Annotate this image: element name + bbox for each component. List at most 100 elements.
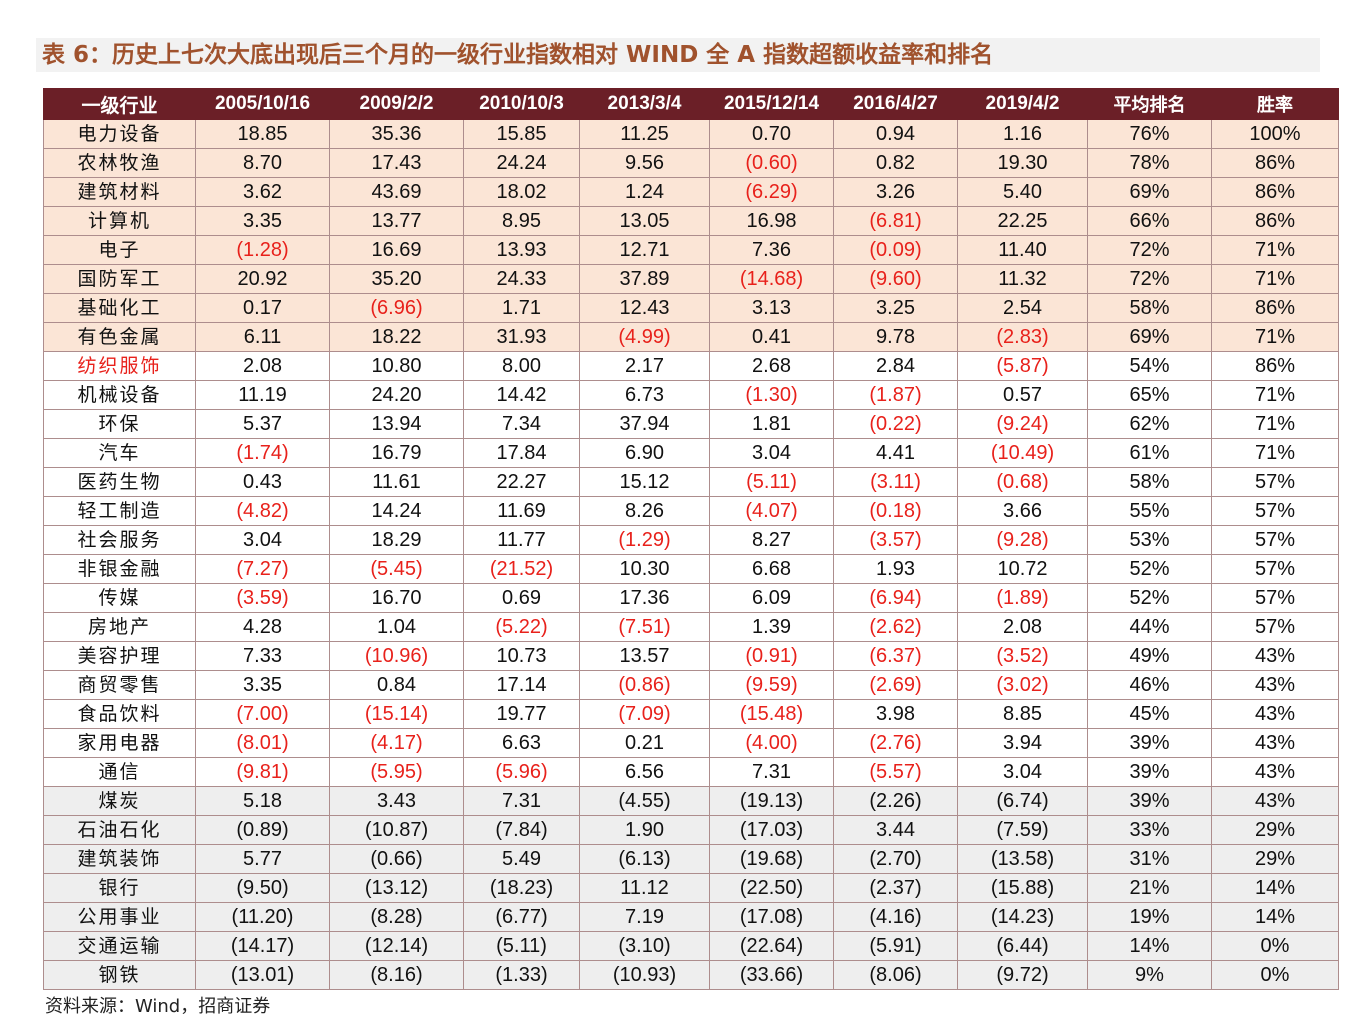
excess-return-cell: 31.93 [463,322,580,352]
excess-return-cell: (17.03) [709,815,834,845]
excess-return-cell: (7.09) [579,699,710,729]
avg-rank-cell: 46% [1087,670,1212,700]
excess-return-cell: (1.87) [833,380,958,410]
excess-return-cell: (22.50) [709,873,834,903]
excess-return-cell: 17.36 [579,583,710,613]
excess-return-cell: 24.33 [463,264,580,294]
excess-return-cell: 11.19 [195,380,330,410]
excess-return-cell: (4.17) [329,728,464,758]
excess-return-cell: 2.17 [579,351,710,381]
excess-return-cell: 18.02 [463,177,580,207]
excess-return-cell: (4.55) [579,786,710,816]
excess-return-cell: 0.70 [709,119,834,149]
excess-return-cell: 6.68 [709,554,834,584]
industry-name-cell: 钢铁 [43,960,196,990]
excess-return-cell: (2.37) [833,873,958,903]
excess-return-cell: 24.24 [463,148,580,178]
excess-return-cell: 35.20 [329,264,464,294]
avg-rank-cell: 72% [1087,235,1212,265]
excess-return-cell: 4.28 [195,612,330,642]
excess-return-cell: (9.72) [957,960,1088,990]
industry-name-cell: 家用电器 [43,728,196,758]
win-rate-cell: 57% [1211,496,1339,526]
excess-return-cell: 1.16 [957,119,1088,149]
table-title: 表 6：历史上七次大底出现后三个月的一级行业指数相对 WIND 全 A 指数超额… [36,38,1320,72]
excess-return-cell: 5.37 [195,409,330,439]
excess-return-cell: 13.77 [329,206,464,236]
industry-name-cell: 食品饮料 [43,699,196,729]
table-row: 基础化工 0.17 (6.96) 1.71 12.43 3.13 3.25 2.54 58% 86… [43,293,1339,323]
excess-return-cell: 22.27 [463,467,580,497]
excess-return-cell: (13.01) [195,960,330,990]
industry-name-cell: 计算机 [43,206,196,236]
avg-rank-cell: 76% [1087,119,1212,149]
excess-return-cell: (0.18) [833,496,958,526]
industry-name-cell: 交通运输 [43,931,196,961]
table-row: 社会服务 3.04 18.29 11.77 (1.29) 8.27 (3.57) (9.28)… [43,525,1339,555]
excess-return-cell: 11.40 [957,235,1088,265]
win-rate-cell: 14% [1211,873,1339,903]
win-rate-cell: 71% [1211,264,1339,294]
avg-rank-cell: 49% [1087,641,1212,671]
excess-return-cell: (6.29) [709,177,834,207]
header-cell-date: 2009/2/2 [329,88,464,120]
win-rate-cell: 43% [1211,757,1339,787]
excess-return-cell: 2.84 [833,351,958,381]
table-row: 钢铁 (13.01) (8.16) (1.33) (10.93) (33.66) (8.06… [43,960,1339,990]
excess-return-cell: (2.62) [833,612,958,642]
excess-return-cell: 6.11 [195,322,330,352]
win-rate-cell: 0% [1211,960,1339,990]
header-cell-avg-rank: 平均排名 [1087,88,1212,120]
avg-rank-cell: 33% [1087,815,1212,845]
excess-return-cell: (15.88) [957,873,1088,903]
excess-return-cell: 16.79 [329,438,464,468]
excess-return-cell: 1.71 [463,293,580,323]
table-row: 医药生物 0.43 11.61 22.27 15.12 (5.11) (3.11) (0.68… [43,467,1339,497]
excess-return-cell: 1.24 [579,177,710,207]
avg-rank-cell: 62% [1087,409,1212,439]
excess-return-cell: (10.87) [329,815,464,845]
excess-return-cell: (3.59) [195,583,330,613]
excess-return-cell: 13.57 [579,641,710,671]
win-rate-cell: 43% [1211,670,1339,700]
industry-name-cell: 电子 [43,235,196,265]
win-rate-cell: 86% [1211,351,1339,381]
excess-return-cell: 3.43 [329,786,464,816]
excess-return-cell: 7.31 [463,786,580,816]
industry-name-cell: 商贸零售 [43,670,196,700]
excess-return-cell: (5.87) [957,351,1088,381]
excess-return-cell: 11.25 [579,119,710,149]
excess-return-cell: 7.31 [709,757,834,787]
excess-return-cell: (21.52) [463,554,580,584]
industry-name-cell: 国防军工 [43,264,196,294]
excess-return-cell: 16.98 [709,206,834,236]
industry-name-cell: 有色金属 [43,322,196,352]
excess-return-cell: 2.08 [957,612,1088,642]
excess-return-cell: 11.77 [463,525,580,555]
excess-return-cell: (6.96) [329,293,464,323]
avg-rank-cell: 58% [1087,293,1212,323]
source-note: 资料来源：Wind，招商证券 [45,996,271,1017]
excess-return-cell: (0.91) [709,641,834,671]
table-row: 建筑材料 3.62 43.69 18.02 1.24 (6.29) 3.26 5.40 69% 8… [43,177,1339,207]
avg-rank-cell: 55% [1087,496,1212,526]
excess-return-cell: 3.44 [833,815,958,845]
industry-name-cell: 公用事业 [43,902,196,932]
excess-return-cell: 20.92 [195,264,330,294]
table-row: 国防军工 20.92 35.20 24.33 37.89 (14.68) (9.60) 11.… [43,264,1339,294]
avg-rank-cell: 61% [1087,438,1212,468]
industry-name-cell: 纺织服饰 [43,351,196,381]
excess-return-cell: 2.68 [709,351,834,381]
excess-return-cell: 8.26 [579,496,710,526]
excess-return-cell: (9.59) [709,670,834,700]
excess-return-cell: 16.69 [329,235,464,265]
industry-name-cell: 环保 [43,409,196,439]
excess-return-cell: 37.89 [579,264,710,294]
excess-return-cell: (5.95) [329,757,464,787]
excess-return-cell: 7.19 [579,902,710,932]
excess-return-cell: 0.84 [329,670,464,700]
win-rate-cell: 86% [1211,293,1339,323]
excess-return-cell: 0.94 [833,119,958,149]
avg-rank-cell: 14% [1087,931,1212,961]
excess-return-cell: 7.36 [709,235,834,265]
